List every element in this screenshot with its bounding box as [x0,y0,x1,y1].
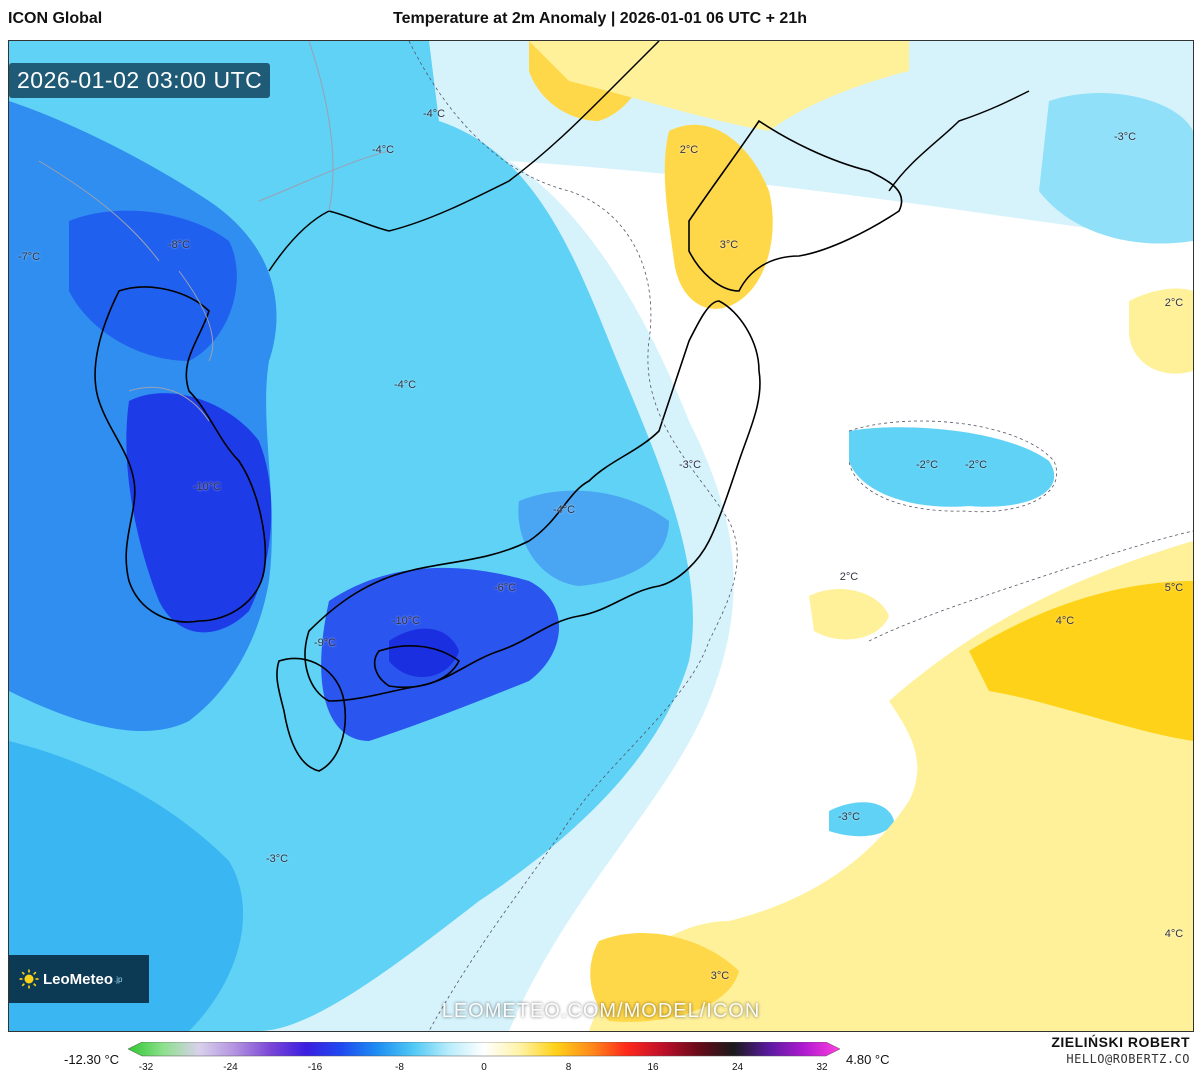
warm-zone-north [529,41,909,131]
contour-label: 4°C [1164,928,1184,940]
logo-text: LeoMeteo [43,970,114,988]
colorbar-tick: -24 [223,1062,238,1073]
warm-core-east [969,581,1193,741]
contour-label: 2°C [839,571,859,583]
author-name: ZIELIŃSKI ROBERT [1051,1034,1190,1050]
leometeo-logo[interactable]: LeoMeteo .jp [9,955,149,1003]
map-panel[interactable]: 2026-01-02 03:00 UTC -4°C -4°C 2°C -3°C … [8,40,1194,1032]
author-email[interactable]: HELLO@ROBERTZ.CO [1066,1052,1190,1066]
colorbar-tick: -8 [395,1062,404,1073]
colorbar-tick: 0 [481,1062,487,1073]
contour-label: -4°C [552,504,576,516]
contour-label: 4°C [1055,615,1075,627]
contour-label: -2°C [915,459,939,471]
mainland-coastline [388,41,660,232]
cold-core-kii [389,628,459,678]
admin-borders [38,41,390,422]
contour-label: 2°C [679,144,699,156]
colorbar-tick: 8 [565,1062,572,1073]
contour-line [848,420,1057,513]
hokkaido-coastline [688,119,903,292]
contour-label: 2°C [1164,297,1184,309]
contour-label: -4°C [422,108,446,120]
colorbar-max-label: 4.80 °C [846,1052,890,1067]
cold-patch-northeast [1039,92,1193,244]
logo-suffix: .jp [114,974,123,984]
valid-time-badge: 2026-01-02 03:00 UTC [9,63,271,98]
honshu-coastline [304,300,761,702]
shikoku-coastline [373,645,461,689]
contour-label: -3°C [837,811,861,823]
contour-label: -6°C [493,582,517,594]
contour-label: -8°C [167,239,191,251]
contour-label: -10°C [192,481,222,493]
cold-core-korea [126,393,272,633]
contour-label: -3°C [265,853,289,865]
contour-label: -9°C [313,637,337,649]
contour-label: 5°C [1164,582,1184,594]
colorbar-tick: 16 [647,1062,659,1073]
colorbar-tick: 32 [816,1062,828,1073]
warm-patch-offshore [809,588,889,640]
contour-label: -4°C [393,379,417,391]
contour-label: -3°C [1113,131,1137,143]
kuril-coastline [888,90,1030,192]
colorbar-bar [128,1042,840,1057]
model-name: ICON Global [8,10,103,27]
kyushu-coastline [276,657,347,772]
cold-patch-south [829,802,894,837]
warm-patch-far-east [1129,288,1193,374]
contour-line [408,41,738,1031]
warm-patch-south [590,932,739,1022]
colorbar-tick: -32 [138,1062,154,1073]
colorbar-tick: 24 [731,1062,744,1073]
contour-label: -2°C [964,459,988,471]
cold-core-north-korea [69,210,237,361]
sun-icon [19,969,39,989]
watermark-url[interactable]: LEOMETEO.COM/MODEL/ICON [441,1000,761,1022]
contour-label: -7°C [17,251,41,263]
colorbar-tick: -16 [307,1062,323,1073]
colorbar: -12.30 °C -32 -24 -16 -8 0 8 16 24 32 4.80 °C ZI… [0,1032,1200,1074]
warm-patch-hokkaido [664,124,773,309]
contour-label: -10°C [391,615,421,627]
contour-label: 3°C [719,239,739,251]
anomaly-field-map [9,41,1193,1031]
contour-label: -4°C [371,144,395,156]
contour-label: 3°C [710,970,730,982]
map-title: Temperature at 2m Anomaly | 2026-01-01 0… [393,10,807,27]
korea-coastline [94,286,267,623]
contour-line [868,530,1193,642]
colorbar-min-label: -12.30 °C [64,1052,120,1067]
colorbar-gradient [128,1042,840,1057]
contour-label: -3°C [678,459,702,471]
cold-patch-east [849,427,1055,507]
north-korea-coastline [268,210,390,272]
